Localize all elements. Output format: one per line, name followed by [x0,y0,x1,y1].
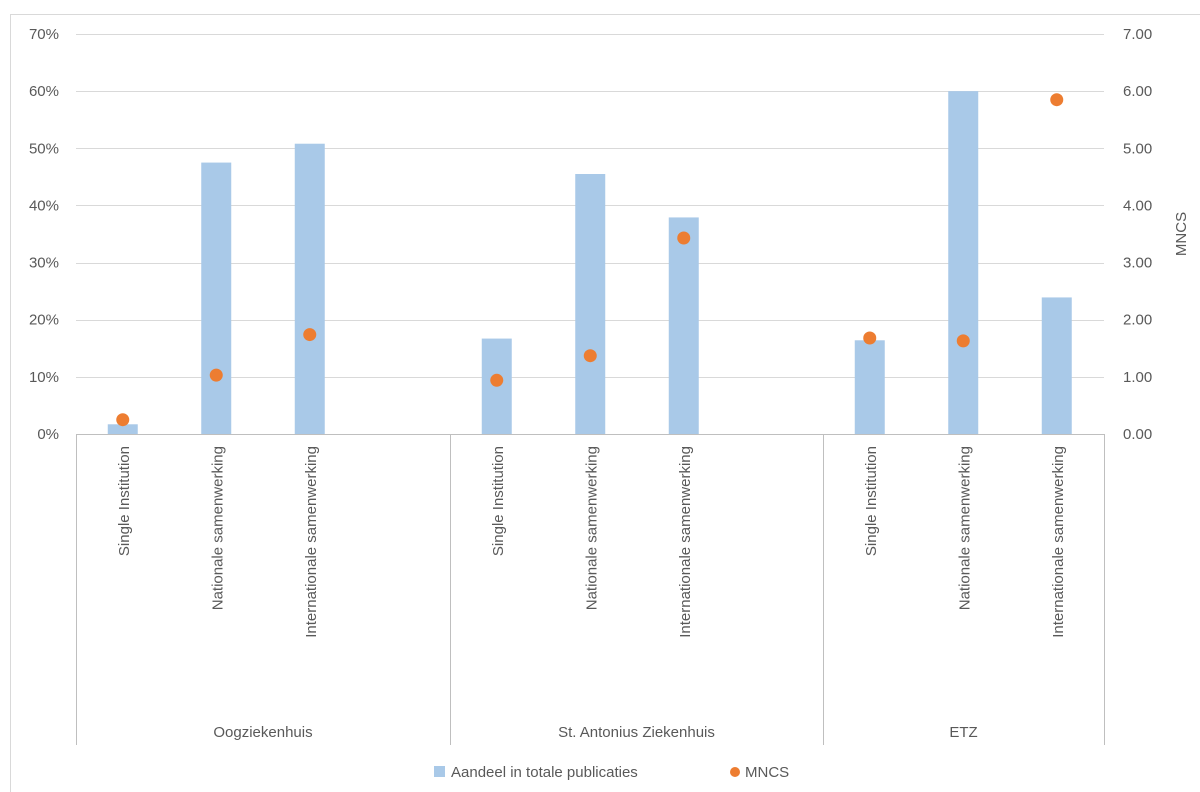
legend-label-bar: Aandeel in totale publicaties [451,764,638,781]
mncs-point [116,413,130,427]
bar [294,143,325,434]
y-axis-right-title: MNCS [1173,212,1190,256]
y-left-tick-label: 40% [29,197,59,214]
y-right-tick-label: 7.00 [1123,26,1152,43]
y-axis-right: 0.00 1.00 2.00 3.00 4.00 5.00 6.00 7.00 [1123,26,1152,443]
group-label: St. Antonius Ziekenhuis [558,724,715,741]
bar [668,217,699,434]
y-right-tick-label: 0.00 [1123,426,1152,443]
y-left-tick-label: 0% [37,426,59,443]
category-label: Nationale samenwerking [956,446,973,610]
y-right-tick-label: 4.00 [1123,197,1152,214]
bar [107,424,138,434]
category-label: Internationale samenwerking [303,446,320,638]
y-axis-left: 0% 10% 20% 30% 40% 50% 60% 70% [29,26,59,443]
y-left-tick-label: 10% [29,369,59,386]
bar [575,174,606,434]
legend: Aandeel in totale publicaties MNCS [434,764,789,781]
x-axis: Single Institution Nationale samenwerking… [76,434,1105,745]
category-label: Single Institution [863,446,880,556]
mncs-point [863,331,877,345]
y-right-tick-label: 5.00 [1123,140,1152,157]
mncs-point [677,231,691,245]
category-label: Nationale samenwerking [209,446,226,610]
legend-swatch-bar [434,766,445,777]
y-left-tick-label: 20% [29,312,59,329]
y-right-tick-label: 2.00 [1123,312,1152,329]
mncs-point [1050,93,1064,107]
mncs-point [956,334,970,348]
bar [201,162,232,435]
y-right-tick-label: 6.00 [1123,83,1152,100]
y-right-tick-label: 1.00 [1123,369,1152,386]
legend-label-dot: MNCS [745,764,789,781]
bar [948,91,979,435]
bar [1041,297,1072,434]
legend-swatch-dot [730,767,740,777]
dot-series [116,93,1064,427]
category-label: Single Institution [490,446,507,556]
y-left-tick-label: 70% [29,26,59,43]
group-label: Oogziekenhuis [213,724,312,741]
mncs-point [583,349,597,363]
y-right-tick-label: 3.00 [1123,255,1152,272]
bar-series [107,91,1072,435]
mncs-point [490,373,504,387]
category-label: Single Institution [116,446,133,556]
y-left-tick-label: 30% [29,255,59,272]
mncs-point [303,328,317,342]
category-label: Internationale samenwerking [1050,446,1067,638]
bar [854,340,885,434]
mncs-point [209,368,223,382]
category-label: Nationale samenwerking [583,446,600,610]
y-left-tick-label: 50% [29,140,59,157]
y-left-tick-label: 60% [29,83,59,100]
group-label: ETZ [949,724,977,741]
category-label: Internationale samenwerking [677,446,694,638]
